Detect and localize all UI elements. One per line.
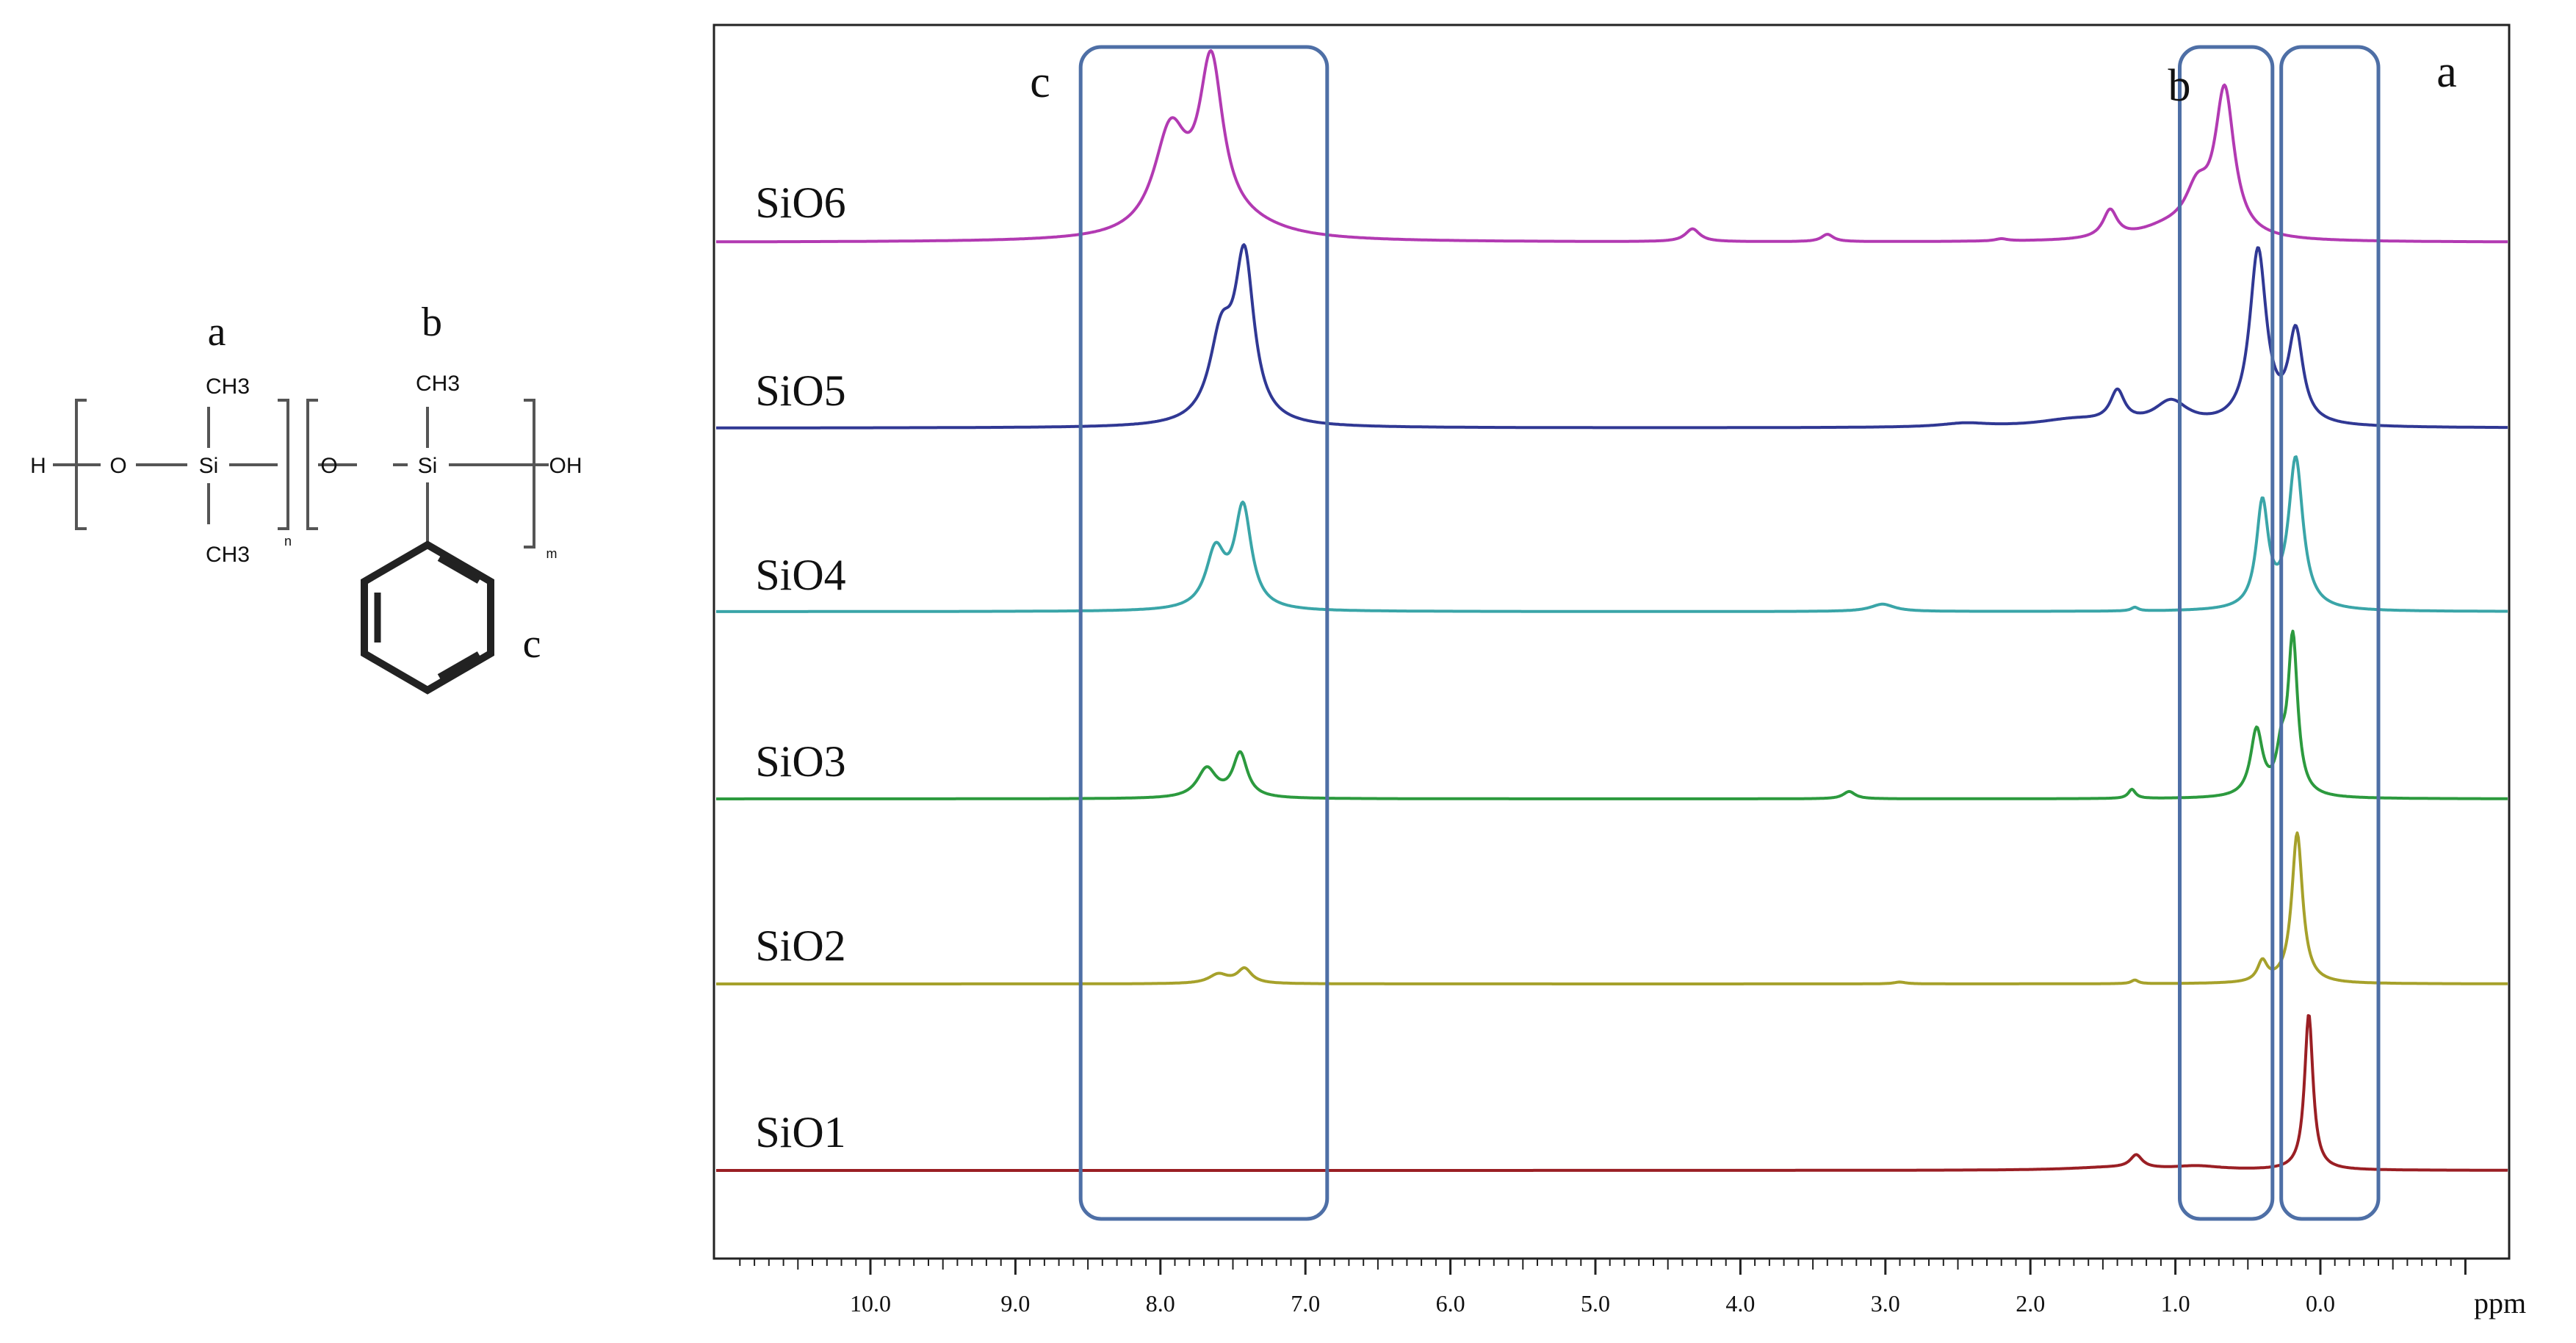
region-boxes [1078, 45, 2381, 1221]
atom-si-right: Si [418, 454, 438, 478]
spectra [715, 49, 2508, 1172]
region-box-a [2279, 45, 2381, 1221]
atom-h-end: H [30, 454, 46, 478]
series-label-sio2: SiO2 [755, 922, 845, 970]
atom-ch3-bottom-left: CH3 [206, 543, 250, 567]
site-label-c: c [523, 621, 541, 667]
x-tick-label: 3.0 [1871, 1290, 1900, 1317]
region-box-b [2178, 45, 2275, 1221]
x-tick-label: 1.0 [2161, 1290, 2190, 1317]
x-axis-label: ppm [2474, 1286, 2526, 1320]
x-axis-tick-labels: 10.0 9.0 8.0 7.0 6.0 5.0 4.0 3.0 2.0 1.0 0.0 [850, 1290, 2335, 1317]
spectrum-sio6 [715, 49, 2508, 244]
x-tick-label: 0.0 [2306, 1290, 2335, 1317]
series-label-sio5: SiO5 [755, 366, 845, 415]
atom-o-mid: O [320, 454, 337, 478]
bracket-left-open [75, 399, 87, 530]
spectrum-sio2 [715, 831, 2508, 985]
x-tick-label: 6.0 [1436, 1290, 1465, 1317]
x-tick-label: 7.0 [1291, 1290, 1320, 1317]
site-label-b: b [422, 300, 442, 345]
subscript-m: m [546, 546, 558, 561]
region-label-c: c [1030, 57, 1050, 107]
series-label-sio4: SiO4 [755, 551, 845, 599]
nmr-chart: 10.0 9.0 8.0 7.0 6.0 5.0 4.0 3.0 2.0 1.0 0.0 ppm S… [712, 23, 2526, 1320]
phenyl-ring [361, 540, 494, 695]
bracket-right-open [306, 399, 318, 530]
site-label-a: a [208, 309, 226, 355]
atom-o-left: O [109, 454, 126, 478]
atom-ch3-top-left: CH3 [206, 374, 250, 399]
atom-ch3-top-right: CH3 [416, 372, 460, 396]
region-box-c [1078, 45, 1330, 1221]
x-tick-label: 9.0 [1000, 1290, 1030, 1317]
structure-labels: a b c H O Si CH3 CH3 O Si CH3 OH n m [30, 300, 582, 667]
x-tick-label: 8.0 [1146, 1290, 1175, 1317]
series-labels: SiO6 SiO5 SiO4 SiO3 SiO2 SiO1 [755, 178, 845, 1156]
spectrum-sio3 [715, 629, 2508, 800]
phenyl-double-bond-2 [437, 651, 481, 680]
subscript-n: n [284, 534, 292, 549]
x-tick-label: 5.0 [1581, 1290, 1610, 1317]
plot-frame [712, 23, 2511, 1260]
series-label-sio3: SiO3 [755, 737, 845, 786]
bracket-right-close [524, 399, 535, 549]
region-label-b: b [2168, 61, 2191, 111]
phenyl-double-bond-3 [437, 555, 481, 584]
x-tick-label: 2.0 [2016, 1290, 2045, 1317]
spectrum-sio5 [715, 243, 2508, 430]
spectrum-sio1 [715, 1014, 2508, 1172]
x-axis-ticks [739, 1259, 2467, 1275]
x-tick-label: 4.0 [1725, 1290, 1755, 1317]
chemical-structure [53, 399, 549, 695]
spectrum-sio4 [715, 455, 2508, 613]
series-label-sio1: SiO1 [755, 1108, 845, 1156]
x-tick-label: 10.0 [850, 1290, 891, 1317]
series-label-sio6: SiO6 [755, 178, 845, 227]
bracket-left-close [278, 399, 289, 530]
region-label-a: a [2436, 47, 2457, 97]
atom-oh-end: OH [549, 454, 582, 478]
atom-si-left: Si [199, 454, 219, 478]
